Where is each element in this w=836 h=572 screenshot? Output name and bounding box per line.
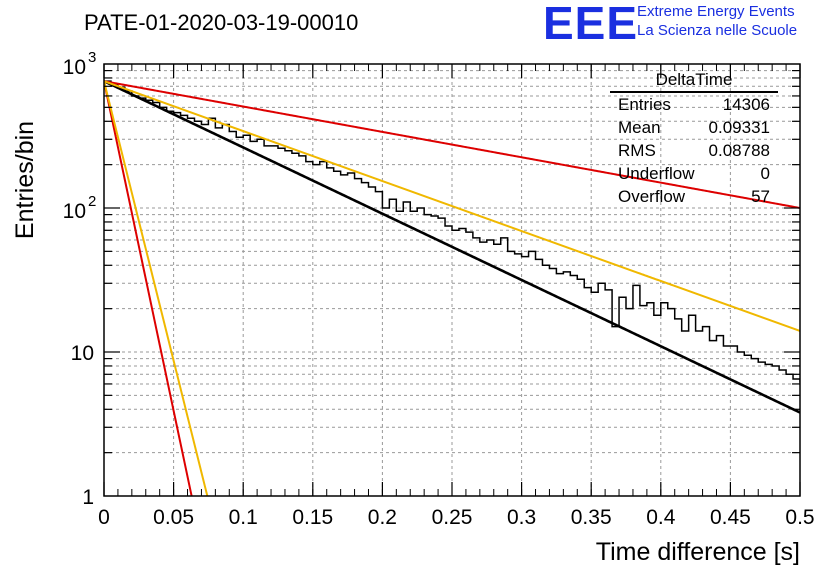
exponential-line bbox=[104, 80, 800, 209]
x-tick-label: 0.5 bbox=[785, 506, 814, 529]
stats-row-underflow: Underflow 0 bbox=[610, 162, 778, 185]
stats-row-entries: Entries 14306 bbox=[610, 93, 778, 116]
stats-value: 0.09331 bbox=[708, 118, 770, 137]
x-tick-label: 0 bbox=[98, 506, 110, 529]
x-tick-label: 0.4 bbox=[646, 506, 676, 529]
exponential-line bbox=[104, 80, 193, 496]
x-tick-label: 0.1 bbox=[229, 506, 258, 529]
x-tick-label: 0.25 bbox=[432, 506, 473, 529]
x-tick-label: 0.3 bbox=[507, 506, 536, 529]
x-tick-label: 0.35 bbox=[571, 506, 612, 529]
x-tick-label: 0.05 bbox=[153, 506, 194, 529]
stats-label: Underflow bbox=[618, 164, 695, 183]
eee-logo: EEE bbox=[543, 0, 639, 49]
y-tick-label: 10 bbox=[71, 342, 94, 365]
exponential-line bbox=[104, 80, 800, 332]
stats-label: Entries bbox=[618, 95, 671, 114]
exponential-line bbox=[104, 80, 209, 496]
stats-row-rms: RMS 0.08788 bbox=[610, 139, 778, 162]
stats-value: 14306 bbox=[722, 95, 770, 114]
stats-label: Mean bbox=[618, 118, 661, 137]
stats-value: 0 bbox=[760, 164, 770, 183]
logo-line-2: La Scienza nelle Scuole bbox=[637, 22, 798, 39]
axes: 0 0.05 0.1 0.15 0.2 0.25 0.3 0.35 0.4 0.45 0.5 1 10 1… bbox=[63, 49, 815, 529]
x-tick-label: 0.15 bbox=[292, 506, 333, 529]
stats-value: 57 bbox=[751, 187, 770, 206]
y-tick-label: 10 bbox=[63, 200, 86, 223]
stats-label: Overflow bbox=[618, 187, 686, 206]
stats-title: DeltaTime bbox=[610, 70, 778, 93]
stats-box: DeltaTime Entries 14306 Mean 0.09331 RMS… bbox=[610, 70, 778, 208]
y-tick-label: 1 bbox=[82, 486, 94, 509]
x-tick-label: 0.45 bbox=[710, 506, 751, 529]
chart-title: PATE-01-2020-03-19-00010 bbox=[84, 10, 359, 35]
y-tick-label: 10 bbox=[63, 56, 86, 79]
y-tick-label-exponent: 2 bbox=[88, 193, 96, 210]
y-tick-label-exponent: 3 bbox=[88, 49, 96, 66]
stats-row-mean: Mean 0.09331 bbox=[610, 116, 778, 139]
histogram bbox=[104, 80, 800, 383]
x-axis-label: Time difference [s] bbox=[596, 538, 800, 566]
grid bbox=[104, 64, 800, 496]
x-tick-label: 0.2 bbox=[368, 506, 397, 529]
stats-row-overflow: Overflow 57 bbox=[610, 185, 778, 208]
stats-label: RMS bbox=[618, 141, 656, 160]
y-axis-label: Entries/bin bbox=[11, 121, 39, 239]
logo-line-1: Extreme Energy Events bbox=[637, 3, 795, 20]
exponential-line bbox=[104, 79, 800, 414]
histogram-steps bbox=[104, 80, 800, 383]
fit-lines bbox=[104, 79, 800, 496]
stats-value: 0.08788 bbox=[708, 141, 770, 160]
